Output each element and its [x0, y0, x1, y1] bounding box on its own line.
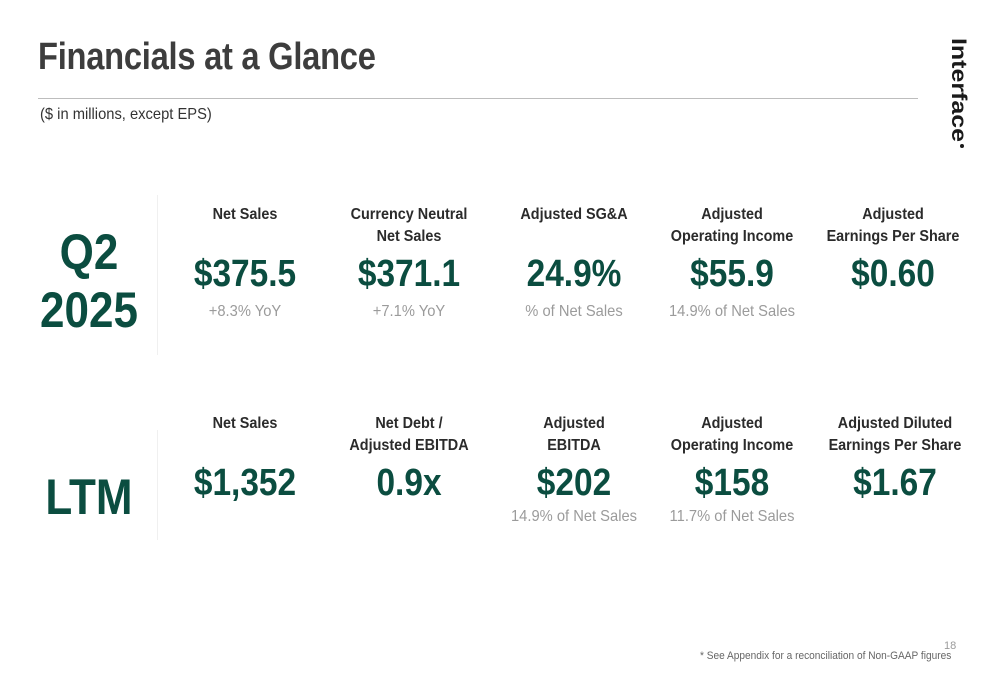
metric-value: 0.9x: [376, 462, 442, 504]
units-note: ($ in millions, except EPS): [40, 106, 212, 123]
ltm-adjusted-ebitda: Adjusted EBITDA $202 14.9% of Net Sales: [494, 413, 654, 528]
q2-adjusted-eps: Adjusted Earnings Per Share $0.60: [813, 204, 973, 301]
metric-value: $202: [536, 462, 612, 504]
metric-value: $375.5: [193, 253, 297, 295]
period-q2-2025: Q2 2025: [28, 223, 149, 339]
row-divider: [157, 430, 158, 540]
metric-label: Net Sales: [212, 415, 278, 432]
metric-value: 24.9%: [526, 253, 622, 295]
period-quarter: Q2: [59, 224, 119, 280]
ltm-net-debt-to-ebitda: Net Debt / Adjusted EBITDA 0.9x: [329, 413, 489, 506]
metric-note: % of Net Sales: [525, 303, 623, 320]
metric-note: 14.9% of Net Sales: [510, 508, 638, 525]
metric-value: $371.1: [357, 253, 461, 295]
period-ltm: LTM: [45, 469, 133, 525]
svg-text:Interface: Interface: [947, 38, 970, 142]
q2-adjusted-sga: Adjusted SG&A 24.9% % of Net Sales: [494, 204, 654, 323]
metric-value: $1,352: [193, 462, 297, 504]
metric-note: +7.1% YoY: [372, 303, 446, 320]
metric-label: Net Sales: [212, 206, 278, 223]
ltm-adjusted-diluted-eps: Adjusted Diluted Earnings Per Share $1.6…: [815, 413, 975, 506]
metric-label: Adjusted Diluted Earnings Per Share: [828, 415, 962, 454]
metric-label: Adjusted SG&A: [520, 206, 628, 223]
q2-net-sales: Net Sales $375.5 +8.3% YoY: [165, 204, 325, 323]
page-number: 18: [944, 640, 957, 652]
interface-logo: Interface: [938, 36, 982, 154]
metric-value: $1.67: [853, 462, 937, 504]
metric-label: Currency Neutral Net Sales: [350, 206, 468, 245]
page-title: Financials at a Glance: [38, 36, 376, 78]
metric-value: $55.9: [690, 253, 774, 295]
ltm-net-sales: Net Sales $1,352: [165, 413, 325, 506]
metric-label: Adjusted Earnings Per Share: [826, 206, 960, 245]
footnote: * See Appendix for a reconciliation of N…: [700, 650, 952, 662]
q2-adjusted-operating-income: Adjusted Operating Income $55.9 14.9% of…: [652, 204, 812, 323]
metric-value: $158: [694, 462, 770, 504]
metric-note: +8.3% YoY: [208, 303, 282, 320]
period-year: 2025: [40, 282, 138, 338]
ltm-adjusted-operating-income: Adjusted Operating Income $158 11.7% of …: [652, 413, 812, 528]
metric-label: Net Debt / Adjusted EBITDA: [349, 415, 469, 454]
q2-currency-neutral-net-sales: Currency Neutral Net Sales $371.1 +7.1% …: [329, 204, 489, 323]
metric-label: Adjusted Operating Income: [670, 415, 794, 454]
metric-label: Adjusted Operating Income: [670, 206, 794, 245]
metric-note: 11.7% of Net Sales: [669, 508, 795, 525]
metric-note: 14.9% of Net Sales: [668, 303, 796, 320]
title-divider: [38, 98, 918, 99]
row-divider: [157, 195, 158, 355]
metric-value: $0.60: [851, 253, 935, 295]
metric-label: Adjusted EBITDA: [543, 415, 605, 454]
